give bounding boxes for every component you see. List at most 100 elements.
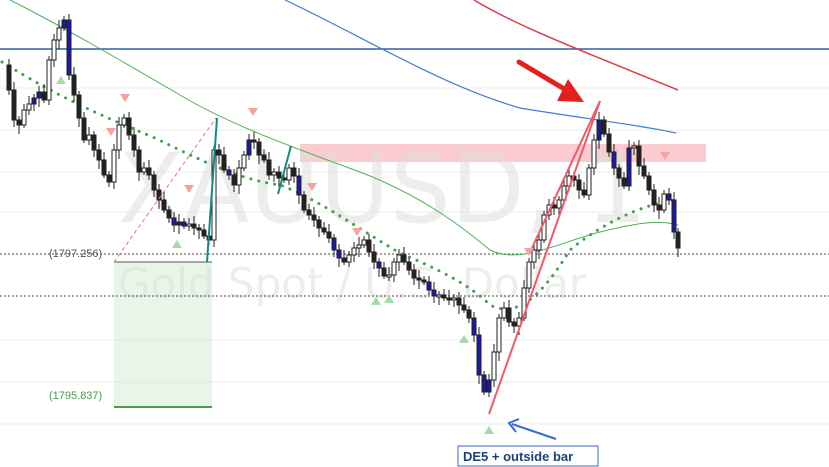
candle [406, 258, 412, 275]
sell-signal-marker [184, 185, 194, 193]
annotation-text: DE5 + outside bar [463, 449, 573, 464]
candle [66, 14, 72, 80]
candle [506, 300, 512, 327]
trendline-red-up[interactable] [488, 100, 601, 415]
candle [466, 306, 472, 323]
candle [496, 314, 502, 361]
candle [336, 244, 342, 267]
candle [201, 224, 207, 239]
sell-signal-marker [120, 94, 130, 102]
ma-mid-line [284, 0, 677, 134]
candle [146, 160, 152, 180]
candle [666, 188, 672, 205]
sell-signal-marker [660, 152, 670, 160]
candle [671, 192, 677, 239]
candle [651, 184, 657, 212]
candle [646, 172, 652, 195]
candle [11, 82, 17, 127]
level-label-1797-256: (1797.256) [49, 248, 102, 260]
candle [436, 291, 442, 305]
red-arrow [516, 59, 584, 102]
candle [576, 174, 582, 199]
trendline-teal-2[interactable] [277, 145, 292, 195]
candle [371, 244, 377, 269]
candle [616, 164, 622, 187]
candle [86, 127, 92, 145]
candle [326, 224, 332, 243]
candlesticks [6, 14, 681, 397]
candle [251, 132, 257, 149]
candle [131, 127, 137, 157]
candle [166, 206, 172, 223]
resistance-zone [300, 144, 706, 162]
trendline-teal-1[interactable] [206, 117, 218, 263]
candle [136, 146, 142, 181]
candle [271, 168, 277, 182]
candle [396, 249, 402, 271]
annotation-box: DE5 + outside bar [457, 445, 599, 467]
sell-signal-marker [307, 183, 317, 191]
candle [61, 16, 67, 31]
candle [231, 169, 237, 192]
candle [111, 144, 117, 189]
candle [26, 96, 32, 115]
candle [41, 84, 47, 103]
candle [446, 290, 452, 305]
candle [181, 218, 187, 229]
candle [471, 312, 477, 342]
candle [331, 234, 337, 257]
candle [216, 144, 222, 164]
candle [675, 228, 681, 257]
trendline-red-down[interactable] [531, 100, 601, 249]
sell-signal-marker [248, 108, 258, 116]
candle [31, 94, 37, 111]
candle [121, 114, 127, 128]
candle [236, 160, 242, 194]
candle [196, 224, 202, 239]
candle [376, 258, 382, 277]
candle [351, 242, 357, 262]
candle [606, 128, 612, 157]
candle [296, 168, 302, 204]
candle [391, 258, 397, 282]
candle [261, 149, 267, 163]
candle [416, 270, 422, 289]
candle [536, 232, 542, 259]
buy-signal-marker [56, 76, 66, 84]
trendline-dashed[interactable] [113, 117, 217, 263]
candle [116, 117, 122, 159]
candle [626, 140, 632, 191]
candle [291, 162, 297, 183]
candle [456, 292, 462, 314]
candle [101, 152, 107, 178]
candle [511, 318, 517, 333]
buy-signal-marker [459, 335, 469, 343]
candle [241, 151, 247, 171]
candle [76, 91, 82, 127]
candle [476, 327, 482, 384]
candle [611, 144, 617, 175]
candle [171, 212, 177, 232]
candle [256, 138, 262, 164]
candle [186, 218, 192, 231]
candle [621, 172, 627, 189]
buy-signal-marker [384, 295, 394, 303]
candle [96, 144, 102, 169]
candle [526, 258, 532, 293]
candle [381, 262, 387, 279]
sell-signal-marker [106, 128, 116, 136]
candle [246, 134, 252, 160]
candle [596, 112, 602, 149]
candle [366, 234, 372, 257]
candle [311, 207, 317, 227]
candle [81, 112, 87, 143]
candle [286, 164, 292, 185]
candle [586, 164, 592, 200]
candle [191, 216, 197, 235]
candle [661, 190, 667, 213]
candle [51, 34, 57, 67]
blue-arrow [507, 418, 557, 440]
candle [346, 251, 352, 267]
candle [21, 104, 27, 128]
